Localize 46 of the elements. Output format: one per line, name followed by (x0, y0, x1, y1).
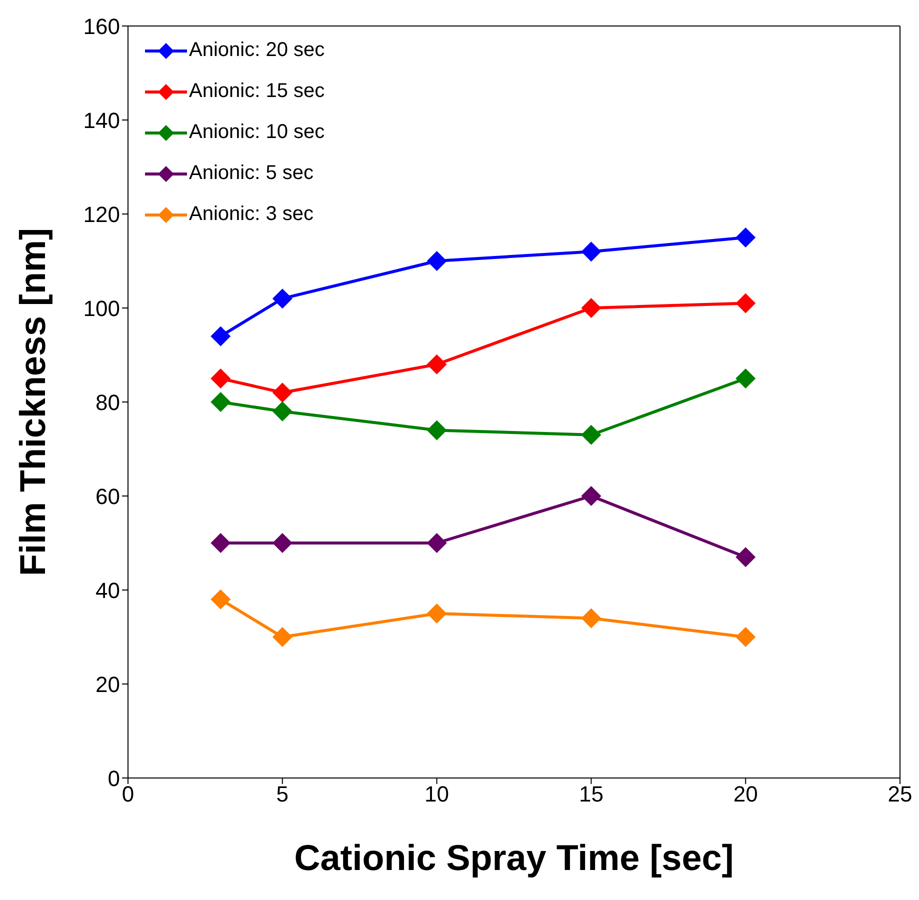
y-tick-label: 140 (83, 108, 120, 133)
point (736, 228, 756, 248)
point (272, 533, 292, 553)
point (581, 486, 602, 506)
point (210, 368, 231, 388)
legend-label: Anionic: 10 sec (189, 120, 325, 145)
point (272, 627, 292, 647)
point (581, 424, 602, 445)
legend-label: Anionic: 5 sec (189, 161, 314, 186)
point (581, 242, 602, 262)
x-tick-label: 15 (578, 782, 604, 807)
point (426, 354, 447, 374)
y-axis-title: Film Thickness [nm] (12, 228, 53, 576)
legend-label: Anionic: 20 sec (189, 38, 325, 63)
y-tick-label: 160 (83, 14, 120, 39)
y-tick-label: 120 (83, 202, 120, 227)
point (272, 401, 292, 422)
point (272, 382, 292, 403)
y-tick-label: 60 (96, 484, 120, 509)
point (272, 288, 292, 309)
legend-label: Anionic: 3 sec (189, 202, 314, 227)
point (210, 392, 231, 412)
point (426, 251, 447, 271)
point (426, 533, 447, 553)
y-tick-label: 40 (96, 578, 120, 603)
x-tick-label: 25 (888, 782, 912, 807)
point (210, 589, 231, 610)
y-tick-label: 20 (96, 672, 120, 697)
y-tick-label: 0 (108, 766, 120, 791)
y-tick-label: 100 (83, 296, 120, 321)
point (581, 298, 602, 318)
legend-label: Anionic: 15 sec (189, 79, 325, 104)
x-tick-label: 5 (276, 782, 289, 807)
point (210, 326, 231, 346)
point (210, 533, 231, 553)
point (581, 608, 602, 628)
x-tick-label: 20 (733, 782, 758, 807)
y-tick-label: 80 (96, 390, 120, 415)
point (736, 293, 756, 314)
x-axis-title: Cationic Spray Time [sec] (294, 837, 734, 878)
x-tick-label: 10 (424, 782, 450, 807)
point (736, 368, 756, 388)
point (736, 627, 756, 647)
point (736, 547, 756, 568)
point (426, 604, 447, 624)
point (426, 420, 447, 440)
